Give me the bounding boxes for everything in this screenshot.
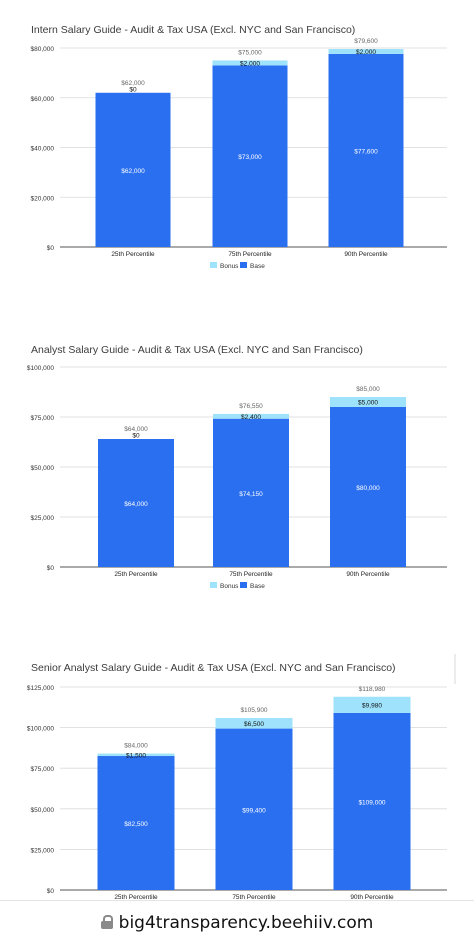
data-label-bonus: $0 (129, 86, 137, 93)
bar-base (328, 53, 404, 247)
bar-base (213, 418, 289, 567)
chart-title: Intern Salary Guide - Audit & Tax USA (E… (31, 24, 356, 36)
bar-base (97, 756, 175, 890)
data-label-total: $79,600 (354, 38, 378, 45)
bar-base (330, 407, 406, 567)
chart-intern: Intern Salary Guide - Audit & Tax USA (E… (0, 0, 474, 300)
y-tick-label: $0 (47, 245, 55, 252)
data-label-bonus: $1,500 (126, 752, 146, 759)
bar-bonus (213, 413, 289, 419)
y-tick-label: $60,000 (31, 96, 55, 103)
data-label-base: $82,500 (124, 821, 148, 828)
y-tick-label: $25,000 (31, 515, 55, 522)
data-label-bonus: $9,980 (362, 702, 382, 709)
data-label-total: $105,900 (240, 707, 267, 714)
x-tick-label: 90th Percentile (346, 571, 390, 578)
x-tick-label: 75th Percentile (232, 894, 276, 901)
y-tick-label: $75,000 (31, 766, 55, 773)
chart-intern-plot: $0$20,000$40,000$60,000$80,000$62,000$0$… (31, 38, 447, 270)
legend-label-bonus: Bonus (220, 583, 239, 590)
x-tick-label: 90th Percentile (344, 251, 388, 258)
y-tick-label: $0 (47, 888, 55, 895)
bar-bonus (330, 397, 406, 407)
y-tick-label: $50,000 (31, 807, 55, 814)
y-tick-label: $75,000 (31, 415, 55, 422)
legend-label-base: Base (250, 263, 265, 270)
legend-swatch-base (240, 582, 247, 588)
bar-bonus (97, 753, 175, 757)
chart-title: Analyst Salary Guide - Audit & Tax USA (… (31, 344, 363, 356)
data-label-base: $109,000 (358, 799, 385, 806)
data-label-total: $84,000 (124, 743, 148, 750)
data-label-bonus: $6,500 (244, 721, 264, 728)
y-tick-label: $40,000 (31, 146, 55, 153)
legend-swatch-base (240, 262, 247, 268)
y-tick-label: $100,000 (27, 365, 54, 372)
x-tick-label: 90th Percentile (350, 894, 394, 901)
x-tick-label: 75th Percentile (229, 571, 273, 578)
url-row[interactable]: big4transparency.beehiiv.com (0, 913, 474, 933)
y-tick-label: $20,000 (31, 195, 55, 202)
bar-base (215, 728, 293, 890)
chart-analyst: Analyst Salary Guide - Audit & Tax USA (… (0, 320, 474, 620)
data-label-base: $74,150 (239, 491, 263, 498)
x-tick-label: 25th Percentile (114, 571, 158, 578)
bar-bonus (333, 696, 411, 713)
chart-title: Senior Analyst Salary Guide - Audit & Ta… (31, 662, 396, 674)
y-tick-label: $80,000 (31, 46, 55, 53)
data-label-total: $76,550 (239, 403, 263, 410)
chart-senior-analyst-plot: $0 $25,000 $50,000 $75,000 $100,000 $125,000 $… (27, 685, 447, 901)
y-tick-label: $50,000 (31, 465, 55, 472)
bar-base (95, 92, 171, 248)
data-label-bonus: $5,000 (358, 400, 378, 407)
chart-senior-analyst: Senior Analyst Salary Guide - Audit & Ta… (0, 640, 474, 901)
data-label-base: $77,600 (354, 148, 378, 155)
browser-address-bar[interactable]: big4transparency.beehiiv.com (0, 900, 474, 952)
data-label-total: $118,980 (359, 686, 386, 693)
legend-label-base: Base (250, 583, 265, 590)
bar-bonus (212, 60, 288, 66)
data-label-bonus: $2,000 (356, 49, 376, 56)
y-tick-label: $100,000 (27, 726, 54, 733)
x-tick-label: 25th Percentile (111, 251, 155, 258)
bar-bonus (328, 48, 404, 54)
bar-base (98, 439, 174, 567)
data-label-bonus: $2,000 (240, 60, 260, 67)
y-tick-label: $25,000 (31, 847, 55, 854)
bar-base (333, 712, 411, 890)
data-label-total: $64,000 (124, 426, 148, 433)
data-label-base: $80,000 (356, 485, 380, 492)
data-label-total: $75,000 (238, 49, 262, 56)
data-label-bonus: $0 (132, 433, 140, 440)
legend-label-bonus: Bonus (220, 263, 239, 270)
scroll-indicator[interactable] (454, 654, 456, 684)
data-label-base: $73,000 (238, 154, 262, 161)
legend-swatch-bonus (210, 582, 217, 588)
x-tick-label: 25th Percentile (114, 894, 158, 901)
y-tick-label: $0 (47, 565, 55, 572)
x-tick-label: 75th Percentile (228, 251, 272, 258)
bar-base (212, 65, 288, 247)
legend-swatch-bonus (210, 262, 217, 268)
y-tick-label: $125,000 (27, 685, 54, 692)
data-label-bonus: $2,400 (241, 414, 261, 421)
data-label-base: $62,000 (121, 168, 145, 175)
url-text: big4transparency.beehiiv.com (118, 913, 374, 933)
data-label-total: $62,000 (121, 80, 145, 87)
lock-icon (100, 915, 113, 929)
data-label-total: $85,000 (356, 386, 380, 393)
chart-analyst-plot: $0$25,000$50,000$75,000$100,000$64,000$0… (27, 365, 447, 590)
data-label-base: $64,000 (124, 501, 148, 508)
data-label-base: $99,400 (242, 807, 266, 814)
bar-bonus (215, 718, 293, 729)
